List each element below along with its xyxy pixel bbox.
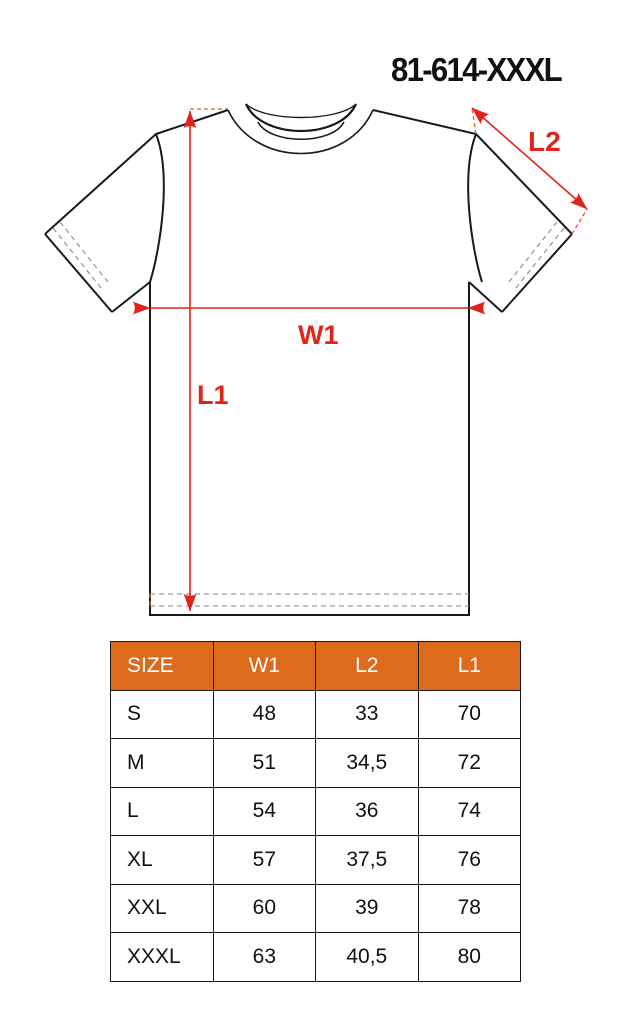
svg-text:W1: W1: [298, 320, 339, 350]
svg-text:81-614-XXXL: 81-614-XXXL: [391, 51, 563, 88]
svg-text:L1: L1: [197, 380, 229, 410]
svg-text:L2: L2: [528, 126, 561, 157]
